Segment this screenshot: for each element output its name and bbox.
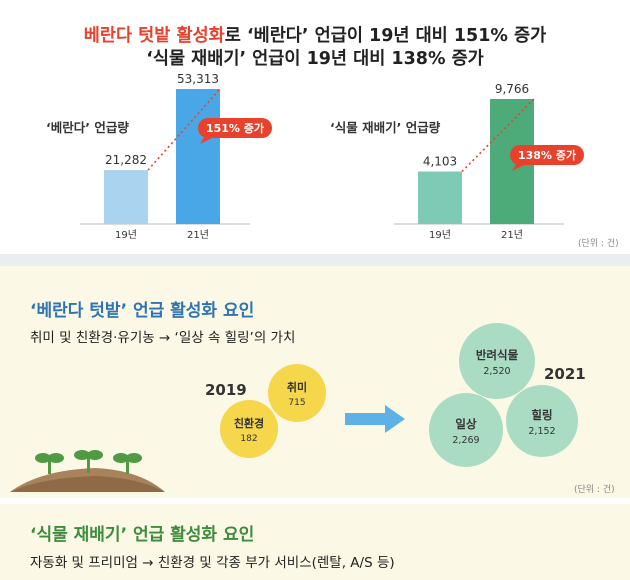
chart1-value-label: 21,282 <box>105 153 147 167</box>
bubble-after-value: 2,269 <box>452 435 479 446</box>
headline-line-1: 베란다 텃밭 활성화로 ‘베란다’ 언급이 19년 대비 151% 증가 <box>0 22 630 47</box>
chart2-value-label: 9,766 <box>495 82 529 96</box>
unit-label-top: (단위 : 건) <box>578 239 619 249</box>
chart2-callout-text: 138% 증가 <box>518 148 576 162</box>
bubble-before-label: 친환경 <box>234 416 264 430</box>
chart2-callout <box>510 145 584 165</box>
bubble-after-label: 힐링 <box>531 408 552 422</box>
bubble-after-value: 2,520 <box>483 366 510 377</box>
year-2021: 2021 <box>544 365 586 383</box>
chart1-callout-tail <box>200 134 216 144</box>
chart1-callout-text: 151% 증가 <box>206 121 264 135</box>
bubble-before-1 <box>220 400 278 458</box>
bubble-after-label: 일상 <box>455 417 477 431</box>
bubble-after-1 <box>429 393 503 467</box>
bubble-before-0 <box>268 364 326 422</box>
section-divider <box>0 254 630 266</box>
section2-title: ‘식물 재배기’ 언급 활성화 요인 <box>30 525 255 545</box>
chart1-category-label: 19년 <box>115 229 137 241</box>
bubble-after-value: 2,152 <box>528 426 555 437</box>
bubble-before-label: 취미 <box>287 380 307 394</box>
chart2-bar-19년 <box>418 171 462 224</box>
sprout-illustration <box>10 450 165 492</box>
transition-arrow <box>345 405 405 433</box>
chart2-callout-tail <box>512 161 528 171</box>
bubble-after-2 <box>506 385 578 457</box>
section1-subtitle: 취미 및 친환경·유기농 → ‘일상 속 힐링’의 가치 <box>30 330 296 346</box>
chart2-category-label: 19년 <box>429 229 451 241</box>
headline-line-1-rest: 로 ‘베란다’ 언급이 19년 대비 151% 증가 <box>224 26 547 46</box>
chart1-value-label: 53,313 <box>177 72 219 86</box>
factors-panel-grower <box>0 504 630 580</box>
chart1-growth-line <box>147 88 221 171</box>
headline-highlight: 베란다 텃밭 활성화 <box>83 26 225 46</box>
chart1-title: ‘베란다’ 언급량 <box>46 120 129 135</box>
chart2-title: ‘식물 재배기’ 언급량 <box>330 120 441 135</box>
bubble-before-value: 182 <box>240 434 257 444</box>
chart1-category-label: 21년 <box>187 229 209 241</box>
chart1-bar-21년 <box>176 89 220 224</box>
bubble-after-label: 반려식물 <box>476 348 519 362</box>
section1-title: ‘베란다 텃밭’ 언급 활성화 요인 <box>30 301 255 321</box>
bubble-before-value: 715 <box>288 398 305 408</box>
year-2019: 2019 <box>205 381 247 399</box>
unit-label-bubbles: (단위 : 건) <box>574 485 615 495</box>
chart1-callout <box>198 118 272 138</box>
chart2-value-label: 4,103 <box>423 154 457 168</box>
chart2-growth-line <box>461 98 535 173</box>
section2-subtitle: 자동화 및 프리미엄 → 친환경 및 각종 부가 서비스(렌탈, A/S 등) <box>30 555 395 571</box>
headline-line-2: ‘식물 재배기’ 언급이 19년 대비 138% 증가 <box>146 49 484 69</box>
chart1-bar-19년 <box>104 170 148 224</box>
bubble-after-0 <box>459 323 535 399</box>
chart2-category-label: 21년 <box>501 229 523 241</box>
